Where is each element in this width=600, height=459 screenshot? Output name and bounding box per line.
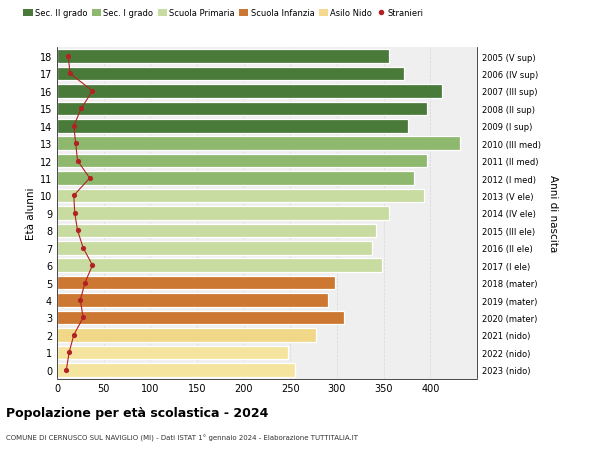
Point [76,106,86,113]
Bar [57,328,316,342]
Bar [57,276,335,290]
Bar [57,85,442,99]
Bar [57,294,328,307]
Point [85,175,94,182]
Point [69,123,79,130]
Point [76,297,85,304]
Bar [57,50,389,64]
Bar [57,67,404,81]
Point [65,71,75,78]
Bar [57,311,344,325]
Bar [57,224,376,238]
Point [69,331,79,339]
Bar [57,137,460,151]
Bar [57,120,408,133]
Bar [57,259,382,272]
Legend: Sec. II grado, Sec. I grado, Scuola Primaria, Scuola Infanzia, Asilo Nido, Stran: Sec. II grado, Sec. I grado, Scuola Prim… [23,9,424,18]
Point [73,157,82,165]
Point [88,88,97,95]
Point [64,53,73,61]
Y-axis label: Anni di nascita: Anni di nascita [548,175,558,252]
Bar [57,155,427,168]
Bar [57,363,295,377]
Y-axis label: Età alunni: Età alunni [26,187,35,240]
Point [79,245,88,252]
Point [73,227,82,235]
Point [79,314,88,321]
Point [80,280,90,287]
Point [71,140,80,147]
Point [70,210,80,217]
Bar [57,189,424,203]
Bar [57,102,427,116]
Bar [57,207,389,220]
Text: COMUNE DI CERNUSCO SUL NAVIGLIO (MI) - Dati ISTAT 1° gennaio 2024 - Elaborazione: COMUNE DI CERNUSCO SUL NAVIGLIO (MI) - D… [6,434,358,441]
Point [69,192,79,200]
Point [62,366,71,374]
Bar [57,172,415,185]
Bar [57,346,289,359]
Point [64,349,74,356]
Text: Popolazione per età scolastica - 2024: Popolazione per età scolastica - 2024 [6,406,268,419]
Point [88,262,97,269]
Bar [57,241,373,255]
